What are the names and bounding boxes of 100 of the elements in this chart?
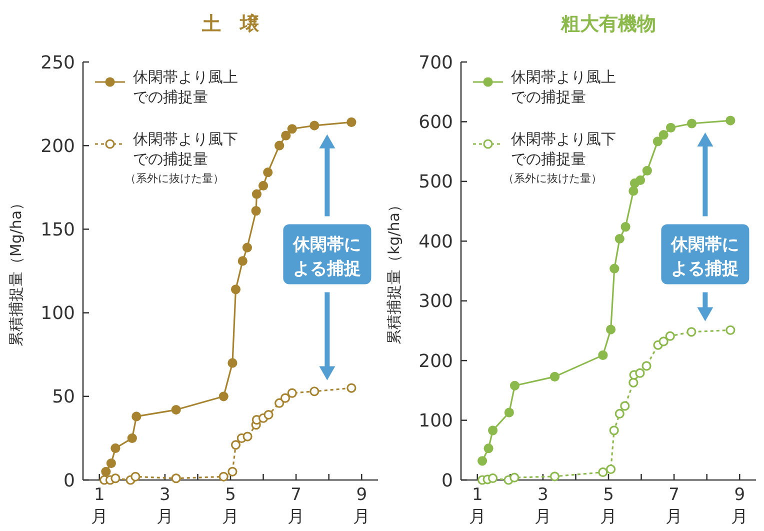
point xyxy=(666,122,676,132)
point xyxy=(635,175,646,186)
point xyxy=(665,331,675,341)
point xyxy=(218,472,228,482)
legend-label: 休閑帯より風上での捕捉量 xyxy=(511,68,616,106)
point xyxy=(606,464,616,474)
x-tick-label: 3 月 xyxy=(156,485,174,527)
y-tick-label: 600 xyxy=(418,112,453,134)
y-tick-label: 0 xyxy=(64,470,75,492)
point xyxy=(110,443,120,454)
point xyxy=(228,358,238,368)
annotation: 休閑帯による捕捉 xyxy=(670,234,740,279)
point xyxy=(550,472,560,482)
point xyxy=(726,116,736,126)
point xyxy=(274,140,284,150)
x-tick-label: 1 月 xyxy=(90,485,108,527)
point xyxy=(510,380,520,390)
y-axis-title: 累積捕捉量（kg/ha） xyxy=(385,198,403,344)
chart-title: 粗大有機物 xyxy=(560,13,656,35)
y-tick-label: 200 xyxy=(40,136,75,157)
x-tick-label: 9 月 xyxy=(353,485,370,527)
point xyxy=(110,474,120,484)
point xyxy=(628,186,638,196)
point xyxy=(610,264,620,274)
point xyxy=(171,404,181,415)
point xyxy=(504,408,514,418)
point xyxy=(130,472,140,482)
legend-label: 休閑帯より風下での捕捉量 xyxy=(511,130,616,168)
point xyxy=(488,426,498,436)
point xyxy=(346,117,356,127)
y-tick-label: 50 xyxy=(52,386,75,408)
point xyxy=(274,398,284,408)
y-tick-label: 400 xyxy=(418,231,453,252)
point xyxy=(280,393,290,403)
point xyxy=(726,325,736,335)
point xyxy=(251,206,261,216)
point xyxy=(263,168,273,178)
point xyxy=(346,383,356,393)
annotation: （系外に抜けた量） xyxy=(503,172,602,185)
point xyxy=(252,189,262,199)
point xyxy=(132,412,142,422)
x-tick-label: 3 月 xyxy=(534,485,552,527)
y-tick-label: 200 xyxy=(418,350,453,372)
point xyxy=(230,440,241,450)
annotation: （系外に抜けた量） xyxy=(125,172,224,185)
point xyxy=(598,350,608,360)
point xyxy=(606,324,616,334)
point xyxy=(478,456,488,466)
point xyxy=(101,466,111,476)
point xyxy=(127,433,137,443)
legend-label: 休閑帯より風上での捕捉量 xyxy=(133,68,238,106)
x-tick-label: 5 月 xyxy=(600,485,617,527)
point xyxy=(287,388,297,398)
y-tick-label: 500 xyxy=(418,172,453,193)
point xyxy=(658,130,668,140)
point xyxy=(510,472,520,482)
y-tick-label: 0 xyxy=(442,470,453,492)
x-tick-label: 7 月 xyxy=(666,485,683,527)
y-tick-label: 100 xyxy=(418,410,453,432)
point xyxy=(218,392,228,402)
point xyxy=(642,166,652,176)
y-tick-label: 250 xyxy=(40,52,75,74)
legend-label: 休閑帯より風下での捕捉量 xyxy=(133,130,238,168)
point xyxy=(614,408,624,419)
point xyxy=(258,180,268,191)
point xyxy=(488,473,498,484)
x-tick-label: 5 月 xyxy=(222,485,239,527)
point xyxy=(628,378,638,388)
point xyxy=(686,327,696,337)
point xyxy=(281,130,291,140)
point xyxy=(635,368,645,378)
y-tick-label: 150 xyxy=(40,220,75,240)
x-tick-label: 9 月 xyxy=(731,485,748,527)
y-tick-label: 100 xyxy=(40,303,75,324)
y-tick-label: 700 xyxy=(418,52,453,74)
annotation: 休閑帯による捕捉 xyxy=(292,234,362,279)
point xyxy=(620,401,630,411)
point xyxy=(242,242,252,252)
chart-title: 土 壌 xyxy=(201,13,260,35)
point xyxy=(171,474,181,484)
point xyxy=(686,118,697,128)
x-tick-label: 7 月 xyxy=(288,485,305,527)
point xyxy=(550,372,560,382)
point xyxy=(238,256,248,266)
point xyxy=(598,467,608,478)
point xyxy=(287,124,297,134)
point xyxy=(310,386,320,396)
point xyxy=(228,466,238,476)
point xyxy=(642,361,652,371)
point xyxy=(242,432,252,442)
point xyxy=(484,444,494,454)
point xyxy=(106,458,116,468)
point xyxy=(614,234,624,244)
point xyxy=(620,222,630,232)
point xyxy=(609,426,619,436)
point xyxy=(264,410,274,420)
point xyxy=(658,336,668,346)
point xyxy=(652,136,662,146)
point xyxy=(230,284,241,294)
y-tick-label: 300 xyxy=(418,291,453,312)
